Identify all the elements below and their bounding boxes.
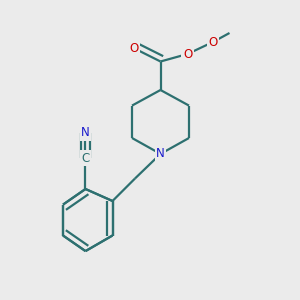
Text: O: O [183,47,192,61]
Text: N: N [81,126,90,139]
Text: C: C [81,152,90,165]
Text: O: O [208,35,217,49]
Text: N: N [156,147,165,161]
Text: O: O [129,41,138,55]
